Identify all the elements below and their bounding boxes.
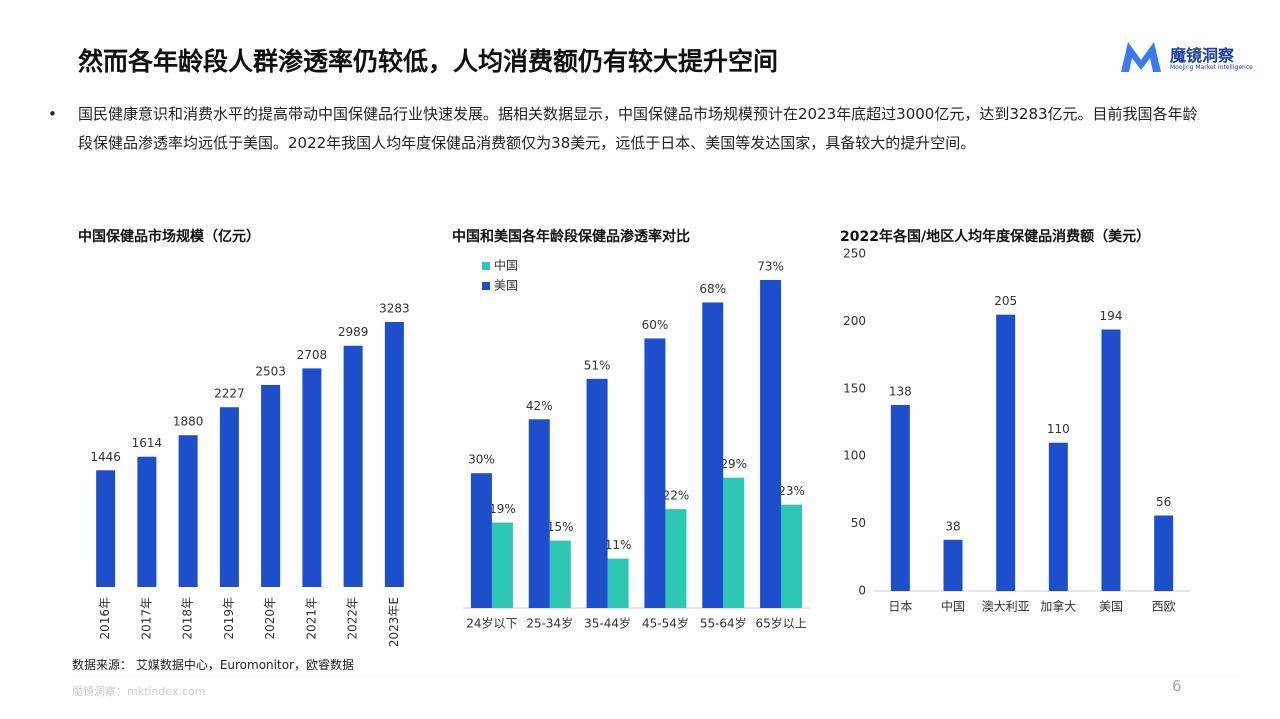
data-label: 1446 [90, 450, 121, 464]
x-tick-label: 西欧 [1152, 600, 1176, 614]
data-label: 42% [526, 399, 553, 413]
slide-title: 然而各年龄段人群渗透率仍较低，人均消费额仍有较大提升空间 [78, 47, 779, 76]
logo-icon [1121, 42, 1161, 72]
x-tick-label: 25-34岁 [526, 616, 573, 631]
data-label: 2227 [214, 387, 245, 401]
x-tick-label: 中国 [941, 599, 965, 614]
x-tick-label: 24岁以下 [466, 616, 517, 631]
data-label: 22% [663, 489, 690, 503]
bar [723, 477, 745, 608]
y-tick-label: 150 [843, 381, 866, 395]
x-tick-label: 2018年 [181, 597, 195, 640]
x-tick-label: 2017年 [139, 597, 153, 640]
footer: 魔镜洞察：mktindex.com [72, 685, 206, 698]
x-tick-label: 日本 [888, 600, 912, 614]
bar [996, 314, 1016, 591]
x-tick-label: 65岁以上 [755, 616, 806, 631]
bar [760, 280, 782, 608]
bar [890, 404, 910, 591]
data-label: 2989 [338, 325, 369, 339]
bar [343, 345, 363, 587]
y-tick-label: 50 [851, 516, 866, 530]
bar [1154, 515, 1174, 591]
bar [261, 384, 281, 587]
data-label: 30% [468, 453, 495, 467]
data-label: 68% [699, 282, 726, 296]
data-label: 2503 [255, 364, 286, 378]
x-tick-label: 2019年 [222, 597, 236, 640]
chart-title: 中国和美国各年龄段保健品渗透率对比 [452, 228, 690, 245]
bar [644, 338, 666, 608]
bar [96, 470, 116, 587]
legend-swatch [482, 262, 490, 270]
bar [781, 504, 803, 608]
x-tick-label: 2021年 [304, 597, 318, 640]
data-label: 23% [778, 484, 805, 498]
data-label: 29% [720, 457, 747, 471]
bullet-text: 国民健康意识和消费水平的提高带动中国保健品行业快速发展。据相关数据显示，中国保健… [48, 100, 1208, 158]
x-tick-label: 澳大利亚 [982, 600, 1030, 614]
bar [528, 419, 550, 608]
bar [1101, 329, 1121, 591]
data-label: 205 [994, 294, 1017, 308]
data-label: 11% [605, 538, 632, 552]
x-tick-label: 2020年 [263, 597, 277, 640]
data-label: 19% [489, 502, 516, 516]
bar [384, 322, 404, 587]
data-label: 110 [1047, 422, 1070, 436]
logo-text: 魔镜洞察 [1170, 46, 1235, 65]
x-tick-label: 加拿大 [1040, 599, 1076, 614]
bar [549, 540, 571, 608]
bar [219, 407, 239, 587]
bar [302, 368, 322, 587]
data-label: 51% [584, 358, 611, 372]
x-tick-label: 55-64岁 [700, 616, 747, 631]
y-tick-label: 200 [843, 314, 866, 328]
chart-title: 中国保健品市场规模（亿元） [78, 228, 260, 245]
bar [178, 435, 198, 587]
bar [702, 302, 724, 608]
x-tick-label: 2023年E [387, 597, 401, 647]
bar [137, 456, 157, 587]
x-tick-label: 35-44岁 [584, 616, 631, 631]
bar [1048, 442, 1068, 591]
legend-label: 美国 [494, 279, 518, 293]
x-tick-label: 2022年 [346, 597, 360, 640]
bar [607, 558, 629, 608]
x-tick-label: 美国 [1099, 600, 1123, 614]
y-tick-label: 0 [858, 584, 866, 598]
data-label: 15% [547, 520, 574, 534]
legend-swatch [482, 282, 490, 290]
logo-subtext: Moojing Market Intelligence [1170, 64, 1253, 71]
data-label: 3283 [379, 302, 410, 316]
bar [491, 522, 513, 608]
data-label: 73% [757, 260, 784, 274]
bar [586, 378, 608, 608]
data-label: 1614 [132, 436, 163, 450]
y-tick-label: 250 [843, 247, 866, 261]
source-note: 数据来源： 艾媒数据中心，Euromonitor，欧睿数据 [72, 658, 354, 672]
bar [943, 539, 963, 591]
legend-label: 中国 [494, 258, 518, 273]
data-label: 2708 [297, 348, 328, 362]
data-label: 56 [1156, 495, 1171, 509]
data-label: 1880 [173, 415, 204, 429]
x-tick-label: 2016年 [98, 597, 112, 640]
data-label: 38 [945, 519, 960, 533]
chart-title: 2022年各国/地区人均年度保健品消费额（美元） [840, 228, 1150, 245]
data-label: 138 [889, 384, 912, 398]
data-label: 60% [642, 318, 669, 332]
page-number: 6 [1172, 677, 1182, 695]
bar [665, 509, 687, 608]
bar [470, 473, 492, 608]
y-tick-label: 100 [843, 449, 866, 463]
x-tick-label: 45-54岁 [642, 616, 689, 631]
data-label: 194 [1100, 309, 1123, 323]
